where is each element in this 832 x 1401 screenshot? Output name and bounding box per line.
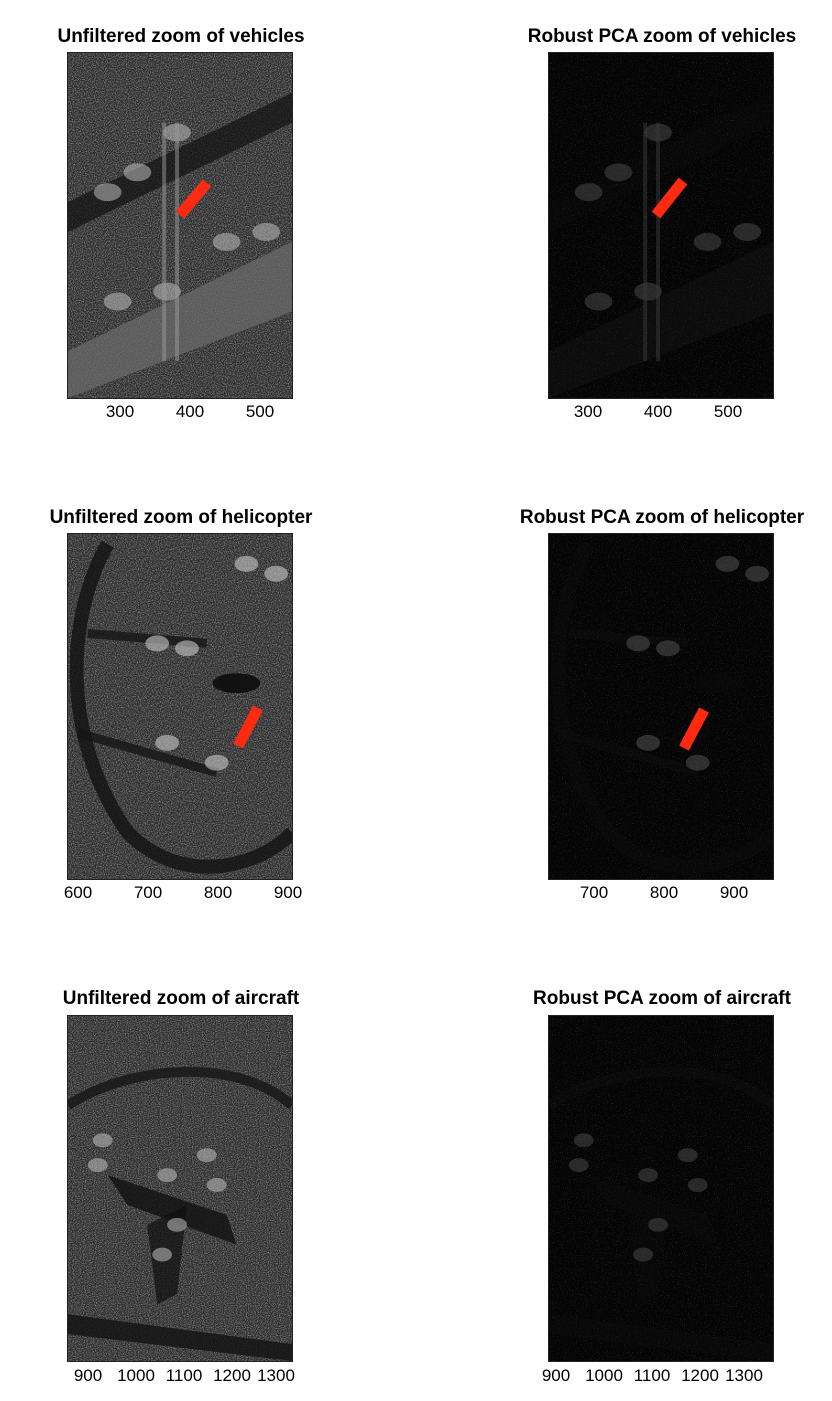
x-tick-label: 300 <box>105 402 135 421</box>
x-tick-label: 1200 <box>681 1366 719 1385</box>
x-tick-label: 1100 <box>165 1366 203 1385</box>
x-tick-label: 400 <box>643 402 673 421</box>
x-tick-label: 500 <box>245 402 275 421</box>
x-tick-label: 900 <box>719 883 749 902</box>
x-tick-label: 1000 <box>117 1366 155 1385</box>
x-tick-label: 1200 <box>213 1366 251 1385</box>
sar-image-rpca-helicopter <box>548 533 774 880</box>
sar-image-rpca-aircraft <box>548 1015 774 1362</box>
x-tick-label: 1300 <box>725 1366 763 1385</box>
panel-title: Unfiltered zoom of aircraft <box>62 988 300 1009</box>
sar-image-unfiltered-helicopter <box>67 533 293 880</box>
x-tick-label: 1100 <box>633 1366 671 1385</box>
panel-title: Robust PCA zoom of aircraft <box>533 988 791 1009</box>
x-tick-label: 1000 <box>585 1366 623 1385</box>
x-tick-label: 300 <box>573 402 603 421</box>
panel-title: Unfiltered zoom of vehicles <box>57 26 305 47</box>
sar-image-rpca-vehicles <box>548 52 774 399</box>
x-tick-label: 800 <box>649 883 679 902</box>
sar-image-unfiltered-aircraft <box>67 1015 293 1362</box>
x-tick-label: 900 <box>73 1366 103 1385</box>
x-tick-label: 600 <box>63 883 93 902</box>
x-tick-label: 400 <box>175 402 205 421</box>
x-tick-label: 900 <box>541 1366 571 1385</box>
x-tick-label: 700 <box>133 883 163 902</box>
x-tick-label: 700 <box>579 883 609 902</box>
x-tick-label: 500 <box>713 402 743 421</box>
x-tick-label: 800 <box>203 883 233 902</box>
sar-image-unfiltered-vehicles <box>67 52 293 399</box>
x-tick-label: 1300 <box>257 1366 295 1385</box>
panel-title: Robust PCA zoom of vehicles <box>527 26 797 47</box>
panel-title: Unfiltered zoom of helicopter <box>49 507 313 528</box>
x-tick-label: 900 <box>273 883 303 902</box>
panel-title: Robust PCA zoom of helicopter <box>519 507 805 528</box>
